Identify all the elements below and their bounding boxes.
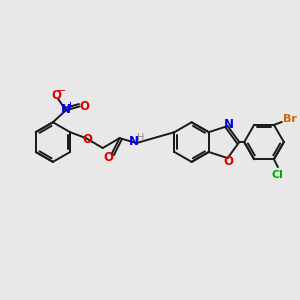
Text: Br: Br [283,114,297,124]
Text: N: N [61,103,71,116]
Text: Cl: Cl [272,170,284,180]
Text: +: + [66,101,73,110]
Text: N: N [224,118,234,130]
Text: O: O [104,152,114,164]
Text: N: N [128,135,139,148]
Text: O: O [80,100,90,113]
Text: −: − [57,85,67,96]
Text: O: O [82,133,92,146]
Text: O: O [224,154,234,168]
Text: O: O [51,89,61,102]
Text: H: H [137,133,144,143]
